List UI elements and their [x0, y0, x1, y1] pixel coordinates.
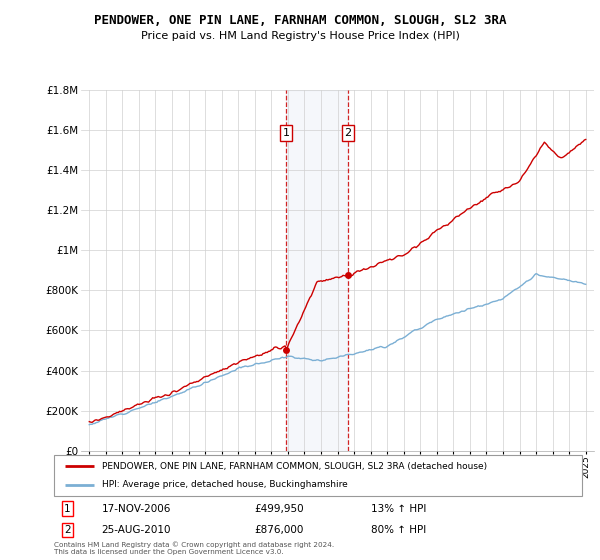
Text: 2: 2	[64, 525, 71, 535]
Text: 1: 1	[64, 503, 71, 514]
Text: 1: 1	[283, 128, 289, 138]
Text: PENDOWER, ONE PIN LANE, FARNHAM COMMON, SLOUGH, SL2 3RA: PENDOWER, ONE PIN LANE, FARNHAM COMMON, …	[94, 14, 506, 27]
Text: 80% ↑ HPI: 80% ↑ HPI	[371, 525, 426, 535]
Text: £876,000: £876,000	[254, 525, 304, 535]
FancyBboxPatch shape	[54, 455, 582, 496]
Text: HPI: Average price, detached house, Buckinghamshire: HPI: Average price, detached house, Buck…	[101, 480, 347, 489]
Bar	[286, 90, 348, 451]
Text: 17-NOV-2006: 17-NOV-2006	[101, 503, 171, 514]
Text: £499,950: £499,950	[254, 503, 304, 514]
Text: 13% ↑ HPI: 13% ↑ HPI	[371, 503, 426, 514]
Text: PENDOWER, ONE PIN LANE, FARNHAM COMMON, SLOUGH, SL2 3RA (detached house): PENDOWER, ONE PIN LANE, FARNHAM COMMON, …	[101, 461, 487, 470]
Text: 2: 2	[344, 128, 352, 138]
Text: 25-AUG-2010: 25-AUG-2010	[101, 525, 171, 535]
Text: Contains HM Land Registry data © Crown copyright and database right 2024.
This d: Contains HM Land Registry data © Crown c…	[54, 542, 334, 555]
Text: Price paid vs. HM Land Registry's House Price Index (HPI): Price paid vs. HM Land Registry's House …	[140, 31, 460, 41]
